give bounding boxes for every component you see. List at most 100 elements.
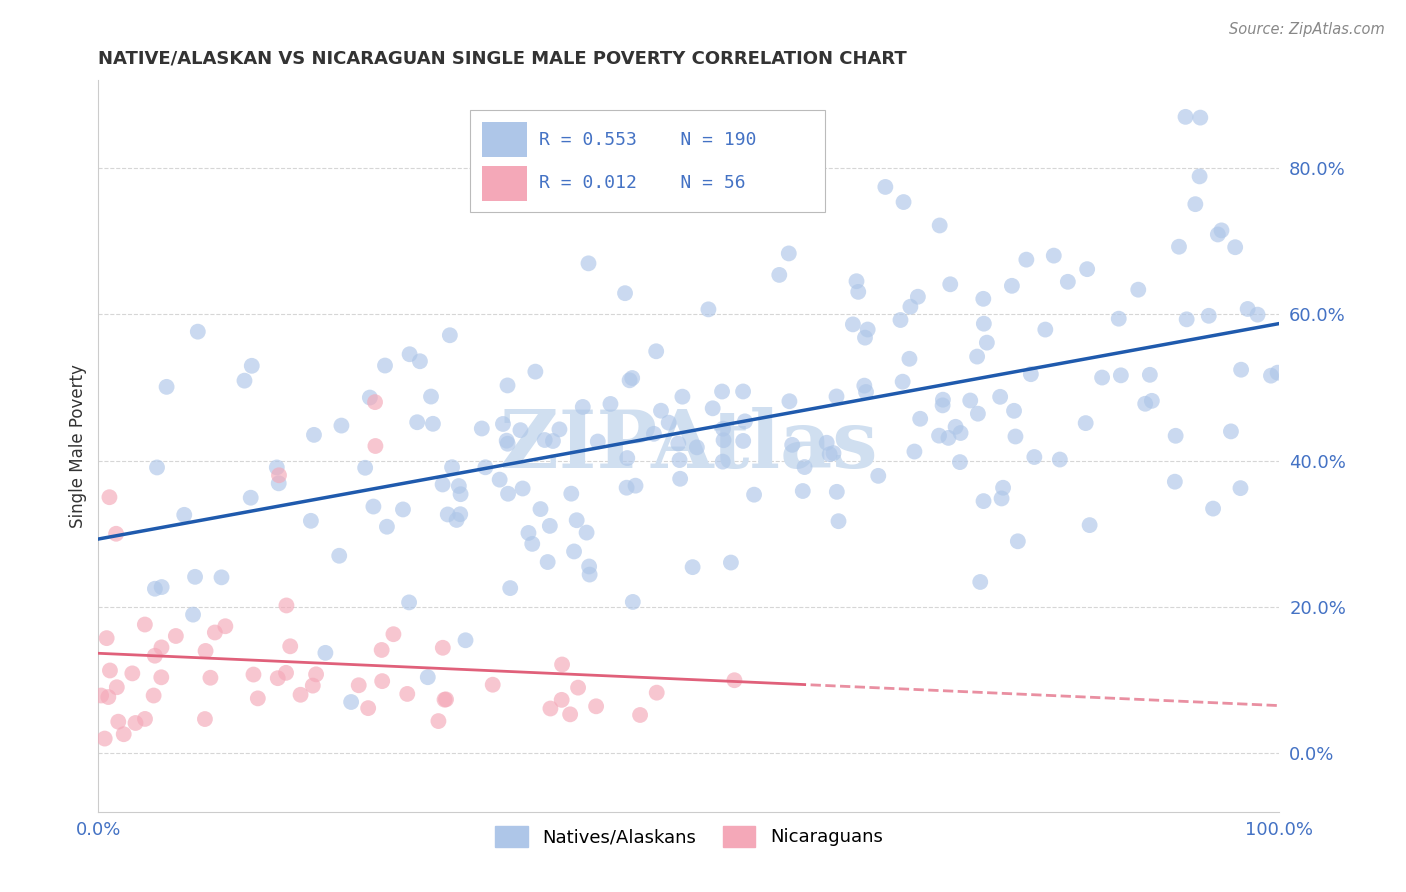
Point [541,434,564,448]
Point [875,180,897,194]
Point [1198,309,1220,323]
Point [150,640,173,655]
Point [1015,252,1038,267]
Point [818,447,841,461]
Point [382,627,405,641]
Point [931,398,953,412]
Point [702,401,724,416]
Point [121,666,143,681]
Point [105,680,128,694]
Point [1206,227,1229,242]
Text: R = 0.012    N = 56: R = 0.012 N = 56 [538,175,745,193]
Point [682,560,704,574]
Point [184,570,207,584]
Point [354,460,377,475]
Point [529,502,551,516]
Point [823,446,845,460]
Point [1135,397,1157,411]
Point [1236,301,1258,316]
Point [143,582,166,596]
Point [340,695,363,709]
Point [409,354,432,368]
Point [1230,362,1253,376]
Point [711,422,734,436]
Point [1128,283,1150,297]
Point [392,502,415,516]
Point [551,657,574,672]
Point [650,403,672,417]
Point [928,219,950,233]
Point [143,648,166,663]
Point [211,570,233,584]
FancyBboxPatch shape [482,166,527,201]
Point [357,701,380,715]
Point [474,460,496,475]
Point [1225,240,1247,254]
Point [1211,223,1233,237]
Point [538,519,561,533]
Point [416,670,439,684]
Point [1108,311,1130,326]
Point [575,525,598,540]
Point [1175,312,1198,326]
Point [991,481,1014,495]
Point [842,318,865,332]
Point [1033,322,1056,336]
Point [187,325,209,339]
Point [938,431,960,445]
Point [305,667,328,681]
Point [432,477,454,491]
Point [233,374,256,388]
Point [374,359,396,373]
Point [853,378,876,392]
Point [893,195,915,210]
Point [614,286,637,301]
Point [969,574,991,589]
Point [150,580,173,594]
Point [793,460,815,475]
Point [1229,481,1251,495]
Point [1184,197,1206,211]
FancyBboxPatch shape [471,110,825,212]
Point [364,395,387,409]
Point [454,633,477,648]
Point [645,686,668,700]
Point [945,419,967,434]
Point [713,434,735,448]
Point [488,473,510,487]
Point [1109,368,1132,383]
Point [432,640,454,655]
Point [966,350,988,364]
Point [499,581,522,595]
Point [537,555,560,569]
Point [792,483,814,498]
Point [599,397,621,411]
Point [512,482,534,496]
Point [616,481,638,495]
Point [363,500,385,514]
Point [845,274,868,288]
Point [98,490,121,504]
Point [98,664,121,678]
Point [274,665,297,680]
Point [578,256,600,270]
Point [734,414,756,428]
Point [314,646,336,660]
Point [898,351,921,366]
Point [643,426,665,441]
Point [853,331,876,345]
Point [522,537,544,551]
Point [1267,366,1289,380]
Point [1202,501,1225,516]
Point [214,619,236,633]
Point [908,411,931,425]
Point [868,468,890,483]
Point [669,472,692,486]
Point [509,423,531,437]
Point [194,644,217,658]
Point [1002,404,1025,418]
Point [686,441,709,455]
Y-axis label: Single Male Poverty: Single Male Poverty [69,364,87,528]
Point [359,391,381,405]
Point [538,701,561,715]
